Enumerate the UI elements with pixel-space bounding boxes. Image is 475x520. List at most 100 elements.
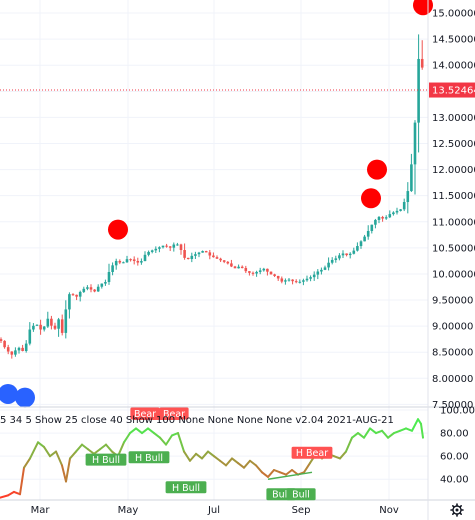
candle-body (356, 246, 359, 251)
candle-body (287, 279, 291, 281)
candle-body (338, 255, 341, 259)
candle-body (258, 270, 262, 272)
indicator-line-segment (55, 450, 63, 467)
price-tick-label: 9.50000 (432, 296, 473, 307)
last-price-label: 13.52464 (432, 86, 475, 97)
indicator-line-segment (351, 432, 359, 439)
indicator-line-segment (129, 427, 137, 435)
candle-body (86, 287, 89, 289)
gear-icon[interactable] (450, 503, 464, 517)
candle-body (276, 275, 280, 279)
candle-body (75, 294, 78, 297)
indicator-line-segment (255, 464, 263, 474)
candle-body (60, 319, 64, 333)
price-tick-label: 11.00000 (432, 217, 475, 228)
candle-body (158, 247, 161, 249)
price-tick-label: 8.00000 (432, 374, 473, 385)
candle-body (154, 248, 158, 251)
candle-body (107, 271, 111, 283)
candle-body (68, 294, 71, 310)
indicator-axis[interactable]: 100.00 80.00 60.00 40.00 (440, 406, 475, 486)
candle-body (363, 236, 366, 242)
candle-body (280, 278, 284, 282)
candle-body (42, 326, 46, 330)
indicator-line-segment (147, 427, 155, 435)
candle-body (406, 191, 410, 203)
candle-body (32, 325, 35, 330)
candle-body (176, 244, 179, 246)
candle-body (118, 260, 122, 263)
signal-marker (15, 387, 35, 408)
indicator-line-segment (345, 436, 353, 453)
indicator-line-segment (165, 434, 173, 446)
candle-body (291, 279, 294, 282)
candle-body (208, 252, 212, 256)
candle-body (179, 244, 183, 251)
candle-body (147, 251, 150, 255)
candle-body (53, 325, 57, 329)
candle-body (417, 58, 420, 123)
indicator-line-segment (387, 432, 395, 439)
price-axis[interactable]: 15.0000014.5000014.0000013.5000013.00000… (432, 9, 475, 411)
candle-body (273, 274, 276, 276)
indicator-pane[interactable]: Bear Bear H Bull H Bull H Bull H Bear Bull Bull (0, 407, 424, 501)
candle-body (190, 255, 194, 259)
candle-body (352, 250, 356, 254)
indicator-tick-label: 100.00 (440, 406, 475, 417)
price-tick-label: 11.50000 (432, 191, 475, 202)
indicator-line-segment (69, 450, 77, 460)
candle-body (21, 347, 24, 351)
indicator-line-segment (29, 441, 39, 460)
candle-body (226, 261, 230, 264)
time-axis[interactable]: Mar May Jul Sep Nov (31, 505, 399, 516)
candle-body (93, 289, 96, 292)
indicator-line-segment (303, 462, 311, 474)
divergence-label-bg (291, 446, 333, 459)
indicator-line-segment (291, 469, 299, 476)
divergence-label-text: Bear (163, 409, 185, 420)
candle-body (316, 271, 320, 275)
indicator-line-segment (405, 427, 413, 432)
last-price-badge: 13.52464 (429, 82, 475, 98)
divergence-label-text: Bull (292, 490, 310, 501)
price-tick-label: 14.00000 (432, 61, 475, 72)
time-tick-label: Nov (379, 505, 399, 516)
divergence-label: H Bull (165, 481, 207, 494)
divergence-label-text: Bear (134, 409, 156, 420)
divergence-label: H Bull (85, 453, 127, 466)
candle-body (215, 257, 219, 259)
signal-marker (108, 219, 128, 240)
divergence-label-text: H Bear (296, 448, 328, 459)
indicator-line-segment (369, 427, 377, 435)
candle-body (341, 253, 345, 256)
candle-body (24, 343, 28, 351)
candle-body (172, 244, 176, 248)
divergence-label-text: H Bull (172, 483, 200, 494)
price-tick-label: 9.00000 (432, 322, 473, 333)
candle-body (46, 318, 50, 327)
candle-body (388, 214, 392, 218)
divergence-label-text: H Bull (135, 453, 163, 464)
candle-body (402, 202, 406, 210)
candle-body (230, 263, 233, 267)
candle-body (330, 259, 334, 263)
indicator-line-segment (420, 422, 424, 439)
candle-body (140, 261, 143, 263)
candle-body (100, 283, 104, 287)
candle-body (255, 271, 258, 274)
candle-body (125, 259, 129, 263)
indicator-line-segment (105, 443, 113, 453)
candle-body (194, 254, 197, 256)
candle-body (132, 259, 136, 261)
candle-body (399, 209, 402, 211)
candle-body (122, 262, 125, 264)
candle-body (370, 224, 374, 231)
candle-body (150, 250, 154, 252)
candle-body (39, 324, 42, 330)
price-tick-label: 12.50000 (432, 139, 475, 150)
candle-body (78, 291, 82, 297)
price-tick-label: 12.00000 (432, 165, 475, 176)
indicator-line-segment (243, 459, 251, 469)
indicator-line-segment (195, 452, 203, 460)
